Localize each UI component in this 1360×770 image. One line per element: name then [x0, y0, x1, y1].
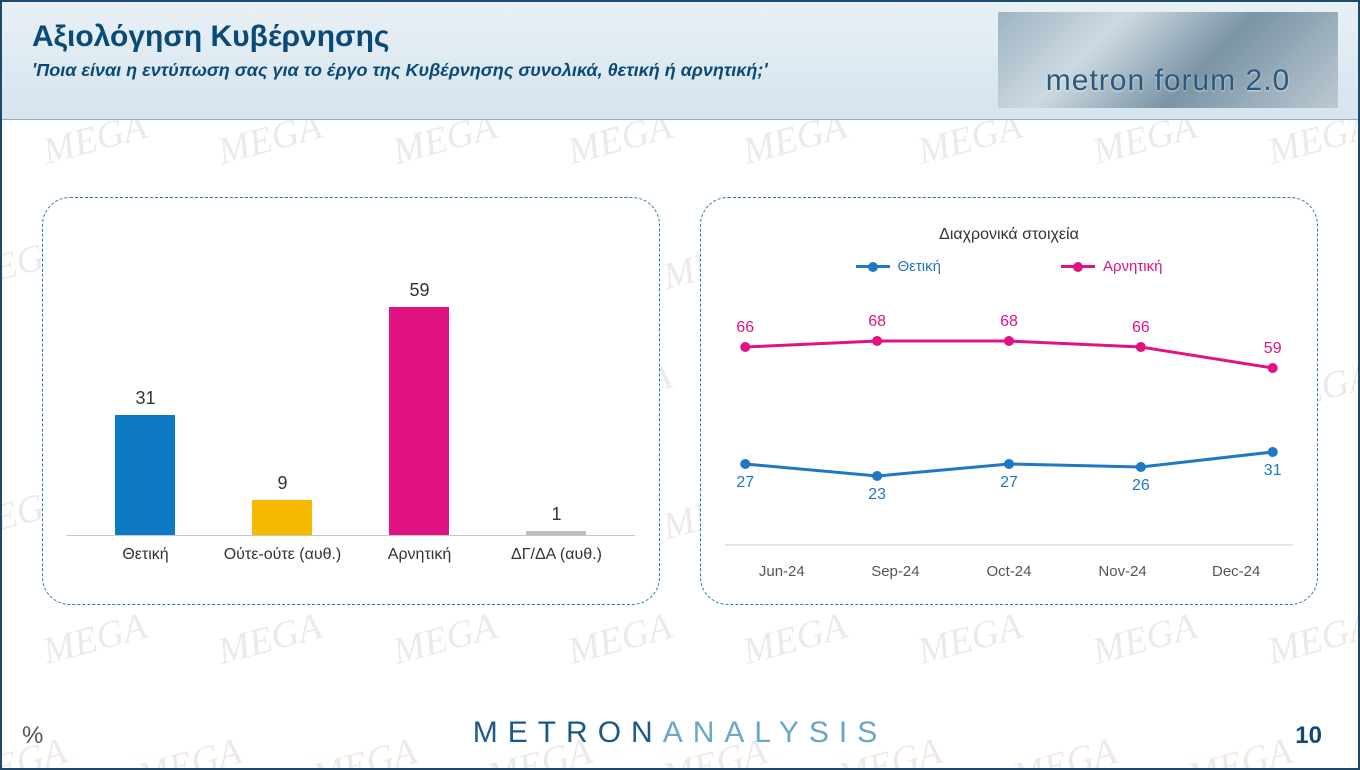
line-point-label: 66 — [1132, 319, 1150, 337]
line-point-label: 66 — [736, 319, 754, 337]
bar-x-label: ΔΓ/ΔΑ (αυθ.) — [496, 546, 617, 564]
bar-chart: 31 9 59 1 — [67, 226, 635, 536]
line-chart-title: Διαχρονικά στοιχεία — [725, 226, 1293, 244]
line-point-label: 59 — [1264, 340, 1282, 358]
line-chart-panel: Διαχρονικά στοιχεία ΘετικήΑρνητική 27232… — [700, 197, 1318, 605]
bar-rect — [115, 415, 175, 535]
legend-label: Θετική — [898, 258, 941, 275]
line-point-label: 26 — [1132, 477, 1150, 495]
line-chart-plot: 27 23 27 26 31 66 68 68 66 59 — [725, 295, 1293, 555]
bar-rect — [389, 307, 449, 535]
bar-x-label: Αρνητική — [359, 546, 480, 564]
bar-x-label: Θετική — [85, 546, 206, 564]
legend-item: Αρνητική — [1061, 258, 1162, 275]
bar-rect — [252, 500, 312, 535]
line-point-label: 23 — [868, 486, 886, 504]
bar-value-label: 31 — [135, 388, 155, 409]
footer-brand: METRONANALYSIS — [2, 716, 1358, 750]
line-chart-legend: Θετική Αρνητική — [725, 258, 1293, 275]
line-x-label: Oct-24 — [952, 563, 1066, 580]
bar-group: 31 — [85, 388, 206, 535]
bar-value-label: 1 — [551, 504, 561, 525]
legend-label: Αρνητική — [1103, 258, 1162, 275]
charts-row: 31 9 59 1 Θετική Ούτε-ούτε (αυθ.) Αρνητική ΔΓ/… — [42, 197, 1318, 605]
legend-swatch — [856, 265, 890, 268]
bar-x-label: Ούτε-ούτε (αυθ.) — [222, 546, 343, 564]
bar-rect — [526, 531, 586, 535]
footer-brand-part1: METRON — [473, 716, 663, 749]
line-point-label: 68 — [868, 313, 886, 331]
line-x-label: Sep-24 — [839, 563, 953, 580]
legend-swatch — [1061, 265, 1095, 268]
line-x-label: Dec-24 — [1179, 563, 1293, 580]
bar-chart-x-labels: Θετική Ούτε-ούτε (αυθ.) Αρνητική ΔΓ/ΔΑ (αυθ… — [67, 536, 635, 564]
bar-group: 9 — [222, 473, 343, 535]
line-point-label: 68 — [1000, 313, 1018, 331]
brand-logo: metron forum 2.0 — [998, 12, 1338, 108]
line-chart-x-labels: Jun-24Sep-24Oct-24Nov-24Dec-24 — [725, 555, 1293, 580]
bar-group: 1 — [496, 504, 617, 535]
page-number: 10 — [1295, 722, 1322, 750]
line-x-label: Jun-24 — [725, 563, 839, 580]
bar-chart-panel: 31 9 59 1 Θετική Ούτε-ούτε (αυθ.) Αρνητική ΔΓ/… — [42, 197, 660, 605]
percent-mark: % — [22, 722, 43, 750]
line-point-label: 27 — [1000, 474, 1018, 492]
bar-value-label: 9 — [277, 473, 287, 494]
line-point-label: 27 — [736, 474, 754, 492]
line-point-label: 31 — [1264, 462, 1282, 480]
bar-value-label: 59 — [409, 280, 429, 301]
footer-brand-part2: ANALYSIS — [663, 716, 888, 749]
line-x-label: Nov-24 — [1066, 563, 1180, 580]
header-bar: Αξιολόγηση Κυβέρνησης 'Ποια είναι η εντύ… — [2, 2, 1358, 120]
bar-group: 59 — [359, 280, 480, 535]
legend-item: Θετική — [856, 258, 941, 275]
brand-logo-text: metron forum 2.0 — [1046, 64, 1290, 98]
